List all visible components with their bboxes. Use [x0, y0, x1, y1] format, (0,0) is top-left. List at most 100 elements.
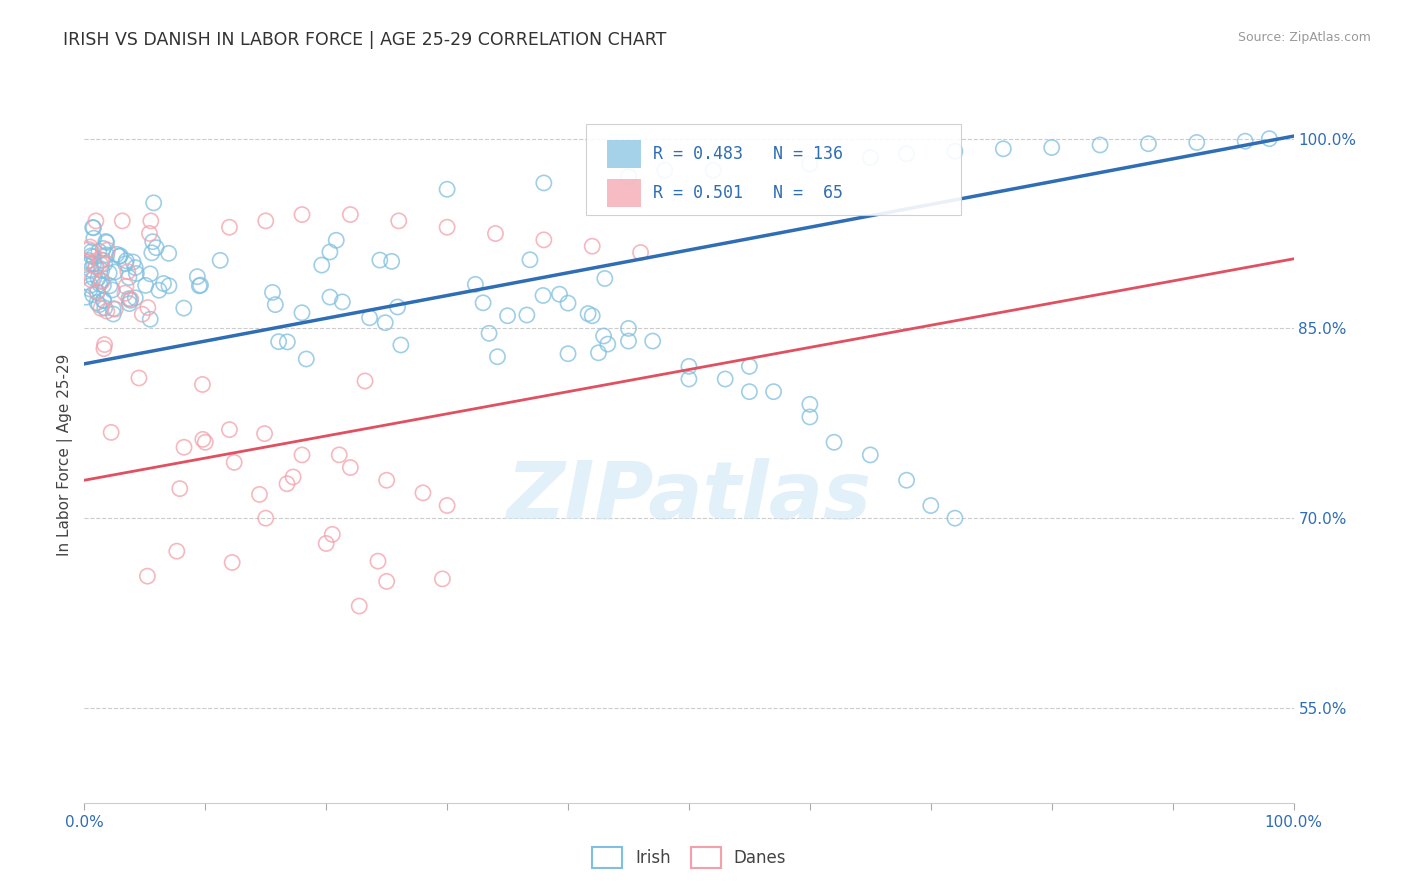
Point [124, 291, 146, 305]
Point [93, 293, 115, 308]
Point [254, 214, 277, 228]
Point [91, 275, 114, 289]
Point [79, 282, 101, 296]
Point [97, 243, 120, 257]
Point [173, 301, 195, 315]
Point [118, 296, 141, 310]
Point [96, 248, 118, 262]
Point [311, 258, 333, 272]
Point [557, 296, 579, 310]
Point [387, 300, 409, 314]
Point [484, 227, 506, 241]
Point [93, 337, 115, 351]
Point [1137, 136, 1160, 151]
Point [654, 163, 676, 178]
Point [105, 247, 128, 261]
Point [86, 285, 108, 299]
Point [1088, 138, 1111, 153]
Point [191, 377, 214, 392]
Point [367, 554, 389, 568]
Point [141, 245, 163, 260]
Point [738, 359, 761, 374]
Point [1234, 134, 1257, 148]
Point [859, 448, 882, 462]
Point [799, 397, 821, 411]
Point [581, 239, 603, 253]
Point [79, 257, 101, 271]
Point [472, 295, 495, 310]
Point [94, 235, 117, 249]
Point [249, 487, 271, 501]
Point [82, 250, 104, 264]
Point [388, 214, 411, 228]
Point [84, 260, 107, 274]
Text: ZIPatlas: ZIPatlas [506, 458, 872, 536]
Point [148, 283, 170, 297]
Point [142, 195, 165, 210]
Point [254, 511, 277, 525]
Point [98, 266, 121, 280]
Point [276, 476, 298, 491]
Point [166, 544, 188, 558]
Legend: Irish, Danes: Irish, Danes [585, 841, 793, 874]
Point [93, 278, 115, 293]
Point [617, 169, 640, 184]
Point [264, 298, 287, 312]
Point [73, 258, 96, 272]
Point [896, 146, 918, 161]
Point [103, 307, 125, 321]
Point [464, 277, 486, 292]
Text: IRISH VS DANISH IN LABOR FORCE | AGE 25-29 CORRELATION CHART: IRISH VS DANISH IN LABOR FORCE | AGE 25-… [63, 31, 666, 49]
FancyBboxPatch shape [586, 124, 962, 215]
Point [91, 242, 114, 256]
Point [84, 214, 107, 228]
Point [93, 257, 115, 271]
Point [486, 350, 509, 364]
Point [291, 208, 314, 222]
Point [381, 254, 404, 268]
Point [125, 267, 148, 281]
Point [83, 220, 105, 235]
FancyBboxPatch shape [607, 178, 641, 207]
Point [91, 253, 114, 268]
Point [104, 265, 127, 279]
Point [93, 342, 115, 356]
Point [374, 316, 396, 330]
Point [86, 285, 108, 300]
Point [291, 306, 314, 320]
Point [75, 255, 97, 269]
Point [84, 260, 107, 274]
Point [221, 556, 243, 570]
Point [138, 227, 160, 241]
Point [281, 470, 304, 484]
Point [267, 334, 290, 349]
Point [315, 536, 337, 550]
Point [1040, 140, 1063, 154]
Point [191, 433, 214, 447]
Point [557, 347, 579, 361]
Point [82, 287, 104, 301]
Point [253, 426, 276, 441]
Point [533, 176, 555, 190]
Point [533, 233, 555, 247]
Point [436, 182, 458, 196]
Point [87, 298, 110, 312]
Point [79, 278, 101, 293]
Point [714, 372, 737, 386]
Point [173, 440, 195, 454]
Point [576, 307, 599, 321]
Point [96, 304, 118, 318]
Point [339, 460, 361, 475]
Point [548, 287, 571, 301]
Point [368, 253, 391, 268]
Point [135, 278, 157, 293]
Point [702, 163, 724, 178]
Point [617, 334, 640, 348]
Point [588, 346, 610, 360]
Point [375, 574, 398, 589]
Point [152, 277, 174, 291]
Point [678, 359, 700, 374]
Point [209, 253, 232, 268]
Point [347, 599, 370, 613]
Point [104, 302, 127, 317]
